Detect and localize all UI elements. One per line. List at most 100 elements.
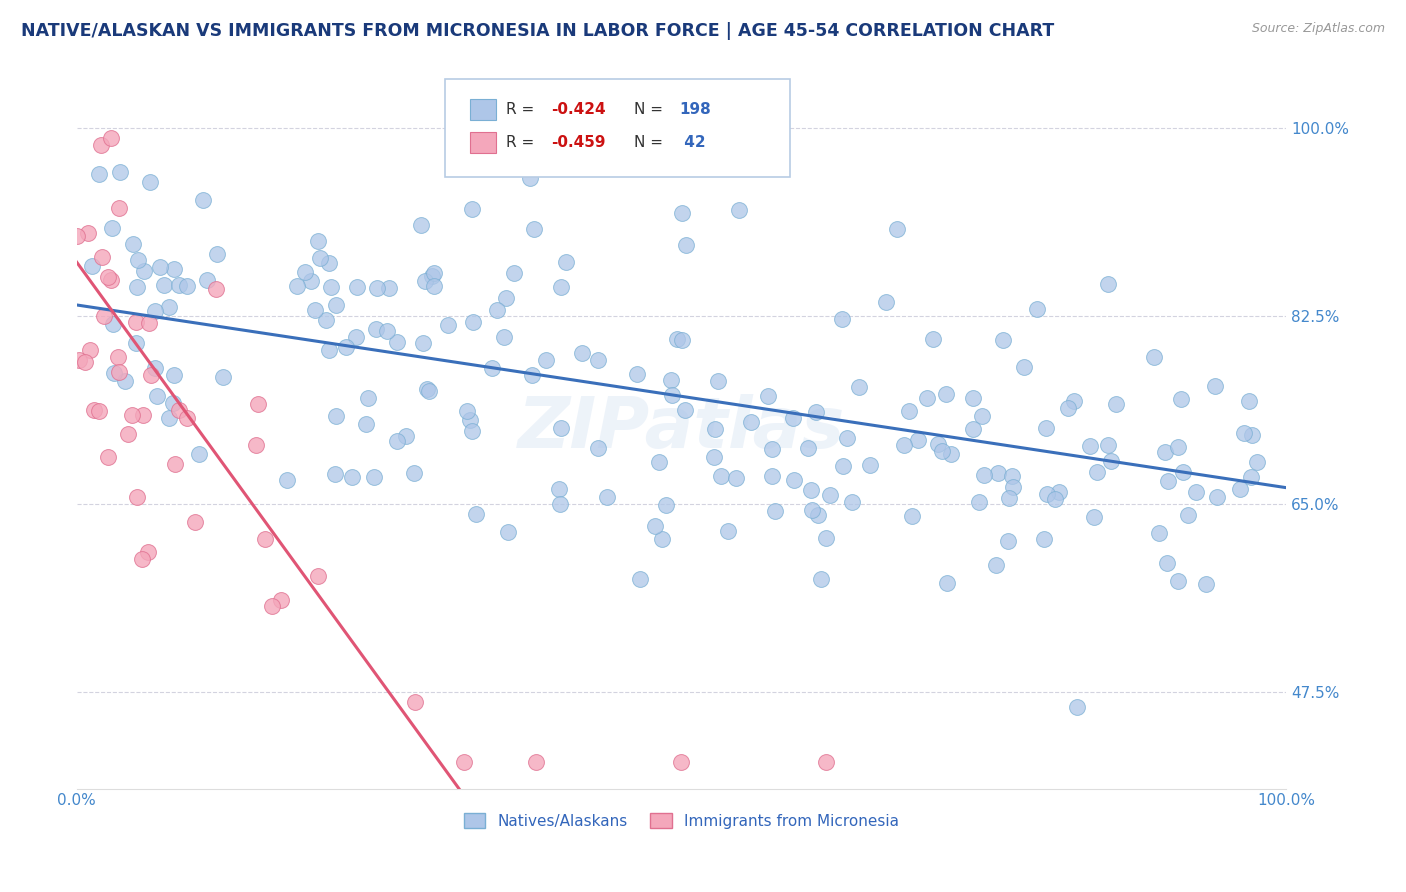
Point bbox=[666, 332, 689, 346]
Point bbox=[659, 373, 682, 387]
Point bbox=[1085, 465, 1108, 479]
Point bbox=[460, 413, 482, 427]
Point bbox=[917, 391, 939, 405]
Point bbox=[125, 336, 148, 351]
Point bbox=[437, 318, 460, 332]
Point bbox=[357, 391, 380, 405]
Point bbox=[465, 508, 488, 522]
Bar bbox=[470, 99, 496, 120]
Point bbox=[461, 315, 484, 329]
Point bbox=[167, 403, 190, 417]
Point bbox=[703, 422, 725, 436]
Point bbox=[318, 256, 340, 270]
Point bbox=[325, 409, 347, 423]
Point bbox=[413, 274, 436, 288]
Point bbox=[717, 524, 740, 538]
Point bbox=[127, 279, 149, 293]
Point bbox=[761, 469, 783, 483]
Point bbox=[987, 467, 1010, 481]
Point bbox=[304, 303, 326, 318]
Point bbox=[176, 411, 198, 425]
Point bbox=[486, 302, 509, 317]
Point bbox=[294, 265, 316, 279]
Point bbox=[169, 277, 191, 292]
Point bbox=[495, 291, 517, 305]
Point bbox=[394, 428, 416, 442]
Point bbox=[100, 131, 122, 145]
Point bbox=[163, 368, 186, 382]
Point bbox=[422, 268, 444, 283]
Point bbox=[796, 442, 818, 456]
Point bbox=[191, 193, 214, 207]
Point bbox=[520, 368, 543, 383]
Point bbox=[159, 410, 181, 425]
Point bbox=[724, 471, 747, 485]
Point bbox=[143, 304, 166, 318]
Text: R =: R = bbox=[506, 136, 538, 150]
Point bbox=[1083, 510, 1105, 524]
Point bbox=[246, 396, 269, 410]
Point bbox=[848, 380, 870, 394]
Point bbox=[107, 350, 129, 364]
Point bbox=[299, 274, 322, 288]
Text: -0.424: -0.424 bbox=[551, 102, 605, 117]
Point bbox=[810, 572, 832, 586]
Point bbox=[644, 519, 666, 533]
Point bbox=[1025, 302, 1047, 317]
Point bbox=[494, 330, 516, 344]
Point bbox=[519, 170, 541, 185]
Point bbox=[93, 309, 115, 323]
Point bbox=[90, 137, 112, 152]
Point bbox=[79, 343, 101, 358]
Point bbox=[125, 315, 148, 329]
Point bbox=[1097, 438, 1119, 452]
Point bbox=[1229, 482, 1251, 496]
Point bbox=[127, 491, 149, 505]
Point bbox=[163, 458, 186, 472]
Text: R =: R = bbox=[506, 102, 538, 117]
Point bbox=[157, 300, 180, 314]
Point bbox=[346, 280, 368, 294]
Point bbox=[152, 278, 174, 293]
Point bbox=[100, 273, 122, 287]
Point bbox=[146, 389, 169, 403]
Point bbox=[763, 504, 786, 518]
Point bbox=[818, 488, 841, 502]
Point bbox=[114, 374, 136, 388]
Point bbox=[1241, 427, 1264, 442]
Point bbox=[1240, 470, 1263, 484]
Text: 198: 198 bbox=[679, 102, 710, 117]
Point bbox=[66, 229, 89, 244]
Point bbox=[197, 272, 219, 286]
Point bbox=[83, 403, 105, 417]
Point bbox=[804, 405, 827, 419]
Point bbox=[1043, 492, 1066, 507]
Point bbox=[997, 534, 1019, 549]
Point bbox=[307, 569, 329, 583]
Point bbox=[1206, 490, 1229, 504]
Point bbox=[456, 403, 478, 417]
Point bbox=[404, 695, 426, 709]
Point bbox=[815, 531, 838, 545]
Point bbox=[461, 202, 484, 216]
Point bbox=[728, 203, 751, 218]
Point bbox=[1204, 379, 1226, 393]
Point bbox=[143, 361, 166, 376]
Point bbox=[671, 333, 693, 347]
Point bbox=[886, 222, 908, 236]
Point bbox=[89, 167, 111, 181]
Point bbox=[1195, 576, 1218, 591]
Point bbox=[136, 544, 159, 558]
Point bbox=[176, 279, 198, 293]
Point bbox=[1001, 480, 1024, 494]
Point bbox=[936, 576, 959, 591]
Point bbox=[586, 352, 609, 367]
Point bbox=[550, 280, 572, 294]
Point bbox=[73, 355, 96, 369]
Point bbox=[831, 311, 853, 326]
Point bbox=[453, 755, 475, 769]
Point bbox=[97, 269, 120, 284]
Point bbox=[103, 366, 125, 380]
Point bbox=[375, 324, 398, 338]
Point bbox=[418, 384, 440, 398]
